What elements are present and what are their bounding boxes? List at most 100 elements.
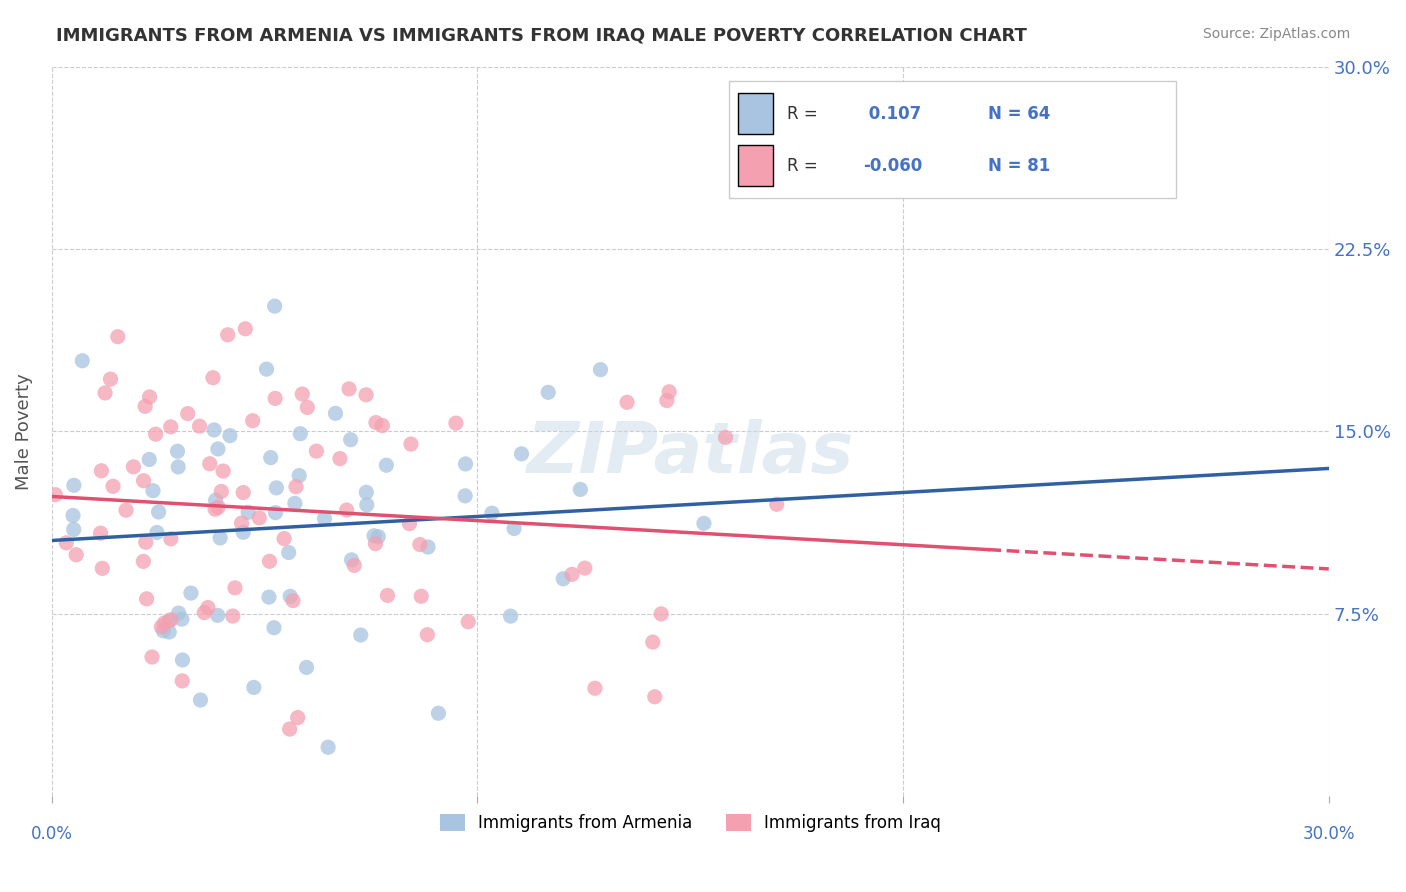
Point bbox=[141, 650, 163, 665]
Point bbox=[107, 329, 129, 343]
Point bbox=[65, 548, 87, 562]
Point bbox=[260, 450, 283, 465]
Point bbox=[247, 511, 270, 525]
Point bbox=[398, 516, 420, 531]
Point bbox=[305, 444, 328, 458]
Point bbox=[658, 384, 681, 399]
Point bbox=[167, 606, 190, 620]
Legend: Immigrants from Armenia, Immigrants from Iraq: Immigrants from Armenia, Immigrants from… bbox=[433, 807, 948, 838]
Text: Source: ZipAtlas.com: Source: ZipAtlas.com bbox=[1202, 27, 1350, 41]
Point bbox=[290, 426, 312, 441]
Point bbox=[150, 620, 173, 634]
Point bbox=[160, 532, 183, 546]
Point bbox=[278, 590, 301, 604]
Point bbox=[281, 593, 304, 607]
Text: IMMIGRANTS FROM ARMENIA VS IMMIGRANTS FROM IRAQ MALE POVERTY CORRELATION CHART: IMMIGRANTS FROM ARMENIA VS IMMIGRANTS FR… bbox=[56, 27, 1028, 45]
Point bbox=[177, 407, 200, 421]
Point bbox=[217, 327, 239, 342]
Point bbox=[55, 536, 77, 550]
Point bbox=[343, 558, 366, 573]
Point bbox=[616, 395, 638, 409]
Point bbox=[142, 483, 165, 498]
Point bbox=[209, 531, 232, 545]
Point bbox=[589, 362, 612, 376]
Point bbox=[157, 624, 180, 639]
Point bbox=[363, 529, 385, 543]
Point bbox=[364, 416, 387, 430]
Point bbox=[285, 480, 308, 494]
Point bbox=[277, 545, 299, 559]
Point bbox=[499, 609, 522, 624]
Point bbox=[278, 722, 301, 736]
Point bbox=[399, 437, 422, 451]
Point bbox=[411, 589, 433, 603]
Point bbox=[287, 710, 309, 724]
Point bbox=[170, 612, 193, 626]
Point bbox=[316, 740, 339, 755]
Point bbox=[256, 362, 278, 376]
Point bbox=[264, 392, 287, 406]
Point bbox=[409, 537, 432, 551]
Point bbox=[510, 447, 533, 461]
Y-axis label: Male Poverty: Male Poverty bbox=[15, 373, 32, 490]
Point bbox=[204, 493, 226, 508]
Point bbox=[172, 673, 194, 688]
Point bbox=[152, 624, 174, 638]
Point bbox=[146, 525, 169, 540]
Point bbox=[44, 488, 66, 502]
Text: 30.0%: 30.0% bbox=[1302, 825, 1355, 843]
Point bbox=[138, 452, 160, 467]
Point bbox=[354, 388, 377, 402]
Point bbox=[138, 390, 160, 404]
Point bbox=[159, 420, 181, 434]
Point bbox=[416, 540, 439, 554]
Point bbox=[224, 581, 246, 595]
Point bbox=[314, 511, 336, 525]
Point bbox=[264, 506, 287, 520]
Point bbox=[63, 478, 86, 492]
Point bbox=[561, 567, 583, 582]
Point bbox=[90, 526, 112, 541]
Point bbox=[172, 653, 194, 667]
Point bbox=[100, 372, 122, 386]
Point bbox=[188, 419, 211, 434]
Point bbox=[336, 503, 359, 517]
Point bbox=[655, 393, 678, 408]
Point bbox=[288, 468, 311, 483]
Point bbox=[339, 433, 361, 447]
Point bbox=[340, 553, 363, 567]
Point bbox=[350, 628, 373, 642]
Point bbox=[62, 508, 84, 523]
Point bbox=[263, 621, 285, 635]
Point bbox=[356, 485, 378, 500]
Point bbox=[457, 615, 479, 629]
Point bbox=[243, 681, 266, 695]
Point bbox=[644, 690, 666, 704]
Point bbox=[135, 591, 157, 606]
Point bbox=[197, 600, 219, 615]
Point bbox=[101, 479, 124, 493]
Point bbox=[94, 386, 117, 401]
Point bbox=[207, 442, 229, 456]
Point bbox=[765, 497, 787, 511]
Point bbox=[537, 385, 560, 400]
Point bbox=[367, 530, 389, 544]
Point bbox=[122, 459, 145, 474]
Text: 0.0%: 0.0% bbox=[31, 825, 73, 843]
Point bbox=[291, 387, 314, 401]
Point bbox=[167, 459, 190, 474]
Point bbox=[204, 502, 226, 516]
Point bbox=[329, 451, 352, 466]
Point bbox=[190, 693, 212, 707]
Point bbox=[259, 554, 281, 568]
Point bbox=[115, 503, 138, 517]
Point bbox=[132, 474, 155, 488]
Point bbox=[232, 485, 254, 500]
Point bbox=[454, 457, 477, 471]
Point bbox=[295, 660, 318, 674]
Point bbox=[650, 607, 672, 621]
Point bbox=[219, 428, 242, 442]
Point bbox=[212, 464, 235, 478]
Point bbox=[90, 464, 112, 478]
Point bbox=[202, 423, 225, 437]
